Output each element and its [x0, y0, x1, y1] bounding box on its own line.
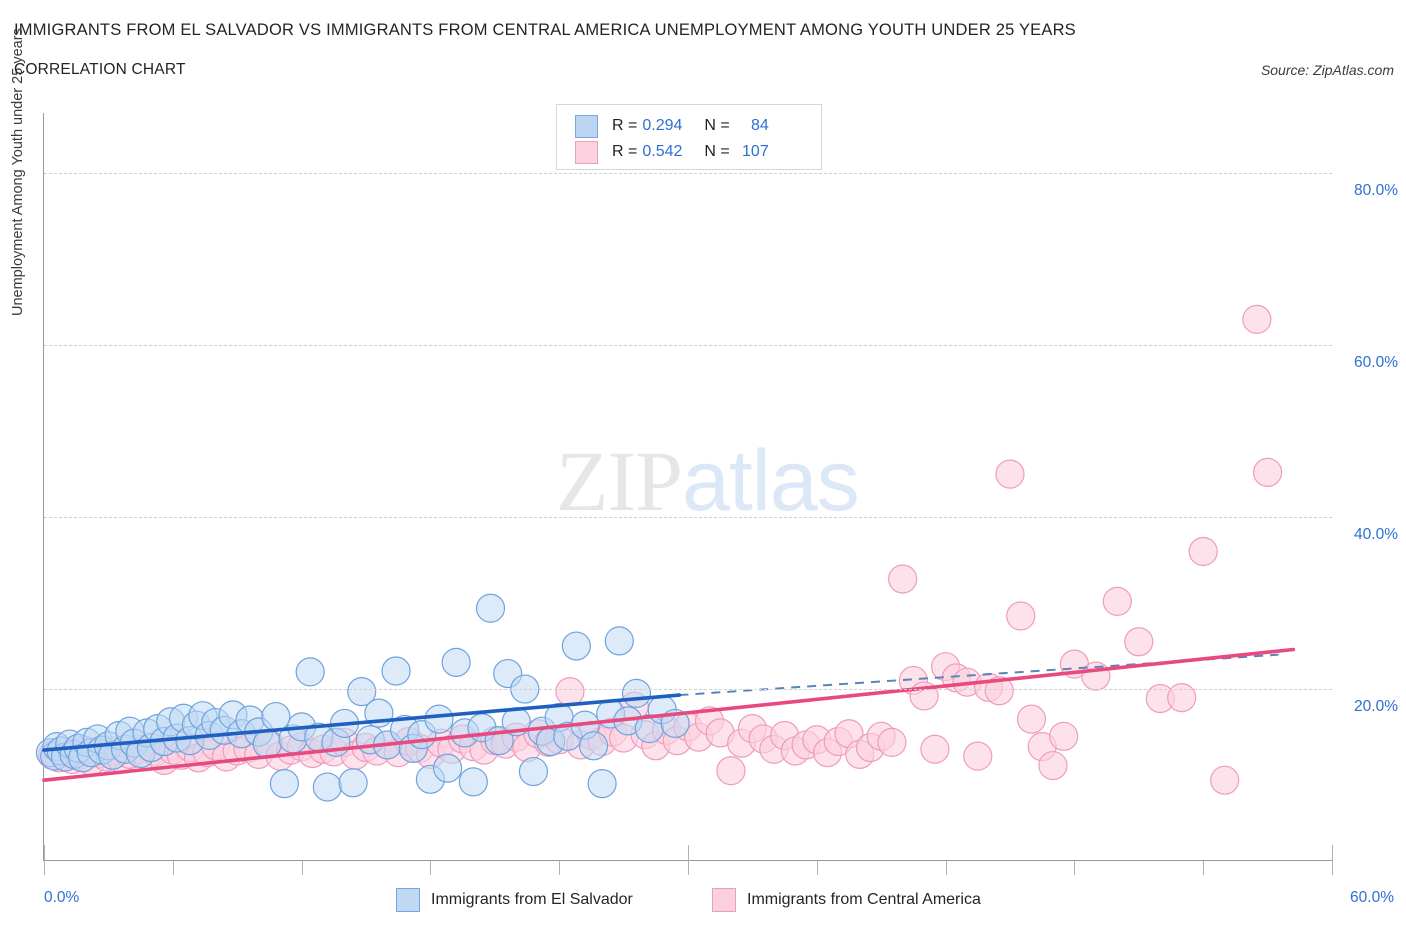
- trend-line-pink: [42, 647, 1296, 782]
- scatter-point-pink: [984, 676, 1014, 706]
- pink-n-value: 107: [742, 143, 769, 160]
- source-label: Source: ZipAtlas.com: [1260, 62, 1394, 78]
- x-tick-mark: [1203, 861, 1205, 875]
- scatter-point-blue: [269, 769, 300, 799]
- correlation-stats-box: R = 0.294 N = 84 R = 0.542 N = 107: [556, 104, 822, 170]
- gridline: [44, 517, 1332, 519]
- blue-r-value: 0.294: [642, 117, 683, 134]
- scatter-point-blue: [252, 729, 282, 759]
- scatter-point-blue: [424, 704, 454, 734]
- scatter-point-blue: [561, 631, 591, 661]
- gridline: [44, 173, 1332, 175]
- scatter-point-pink: [1124, 627, 1154, 657]
- x-tick-mark: [301, 861, 303, 875]
- legend-blue-swatch-icon: [396, 888, 420, 912]
- gridline: [44, 345, 1332, 347]
- scatter-point-blue: [578, 731, 609, 761]
- y-axis-line: [43, 113, 44, 861]
- pink-r-value: 0.542: [642, 143, 683, 160]
- plot-area: ZIPatlas: [35, 113, 1332, 861]
- page-title: IMMIGRANTS FROM EL SALVADOR VS IMMIGRANT…: [14, 21, 1076, 39]
- pink-swatch-icon: [575, 140, 598, 164]
- scatter-point-pink: [1049, 721, 1079, 751]
- scatter-point-pink: [1016, 704, 1047, 734]
- scatter-point-pink: [888, 564, 918, 594]
- scatter-point-pink: [1188, 536, 1218, 567]
- scatter-plot-svg: [35, 304, 1296, 802]
- pink-r-label: R =: [612, 143, 638, 160]
- pink-n-label: N =: [704, 143, 730, 160]
- scatter-point-blue: [441, 647, 471, 677]
- page-subtitle: CORRELATION CHART: [14, 61, 186, 78]
- scatter-point-pink: [1038, 750, 1068, 781]
- blue-r-label: R =: [612, 117, 638, 134]
- blue-swatch-icon: [575, 114, 598, 138]
- scatter-point-blue: [604, 626, 634, 656]
- scatter-point-pink: [1102, 586, 1132, 616]
- x-tick-mark: [430, 861, 432, 875]
- blue-n-label: N =: [704, 117, 730, 134]
- x-tick-mark: [172, 861, 174, 875]
- scatter-point-blue: [475, 593, 506, 623]
- stat-row-blue: R = 0.294 N = 84: [575, 113, 769, 139]
- y-tick-label: 40.0%: [1354, 526, 1398, 544]
- scatter-point-pink: [920, 734, 950, 764]
- legend-item-el-salvador[interactable]: Immigrants from El Salvador: [396, 888, 633, 912]
- y-axis-label: Unemployment Among Youth under 25 years: [10, 28, 26, 316]
- x-tick-mark: [816, 861, 818, 875]
- scatter-point-blue: [621, 678, 652, 708]
- scatter-point-blue: [312, 772, 342, 802]
- scatter-point-blue: [518, 756, 549, 787]
- gridline: [44, 689, 1332, 691]
- y-tick-label: 80.0%: [1354, 182, 1398, 200]
- scatter-point-blue: [347, 677, 377, 707]
- y-tick-label: 20.0%: [1354, 698, 1398, 716]
- x-tick-mark: [44, 845, 45, 875]
- scatter-point-pink: [716, 756, 746, 786]
- scatter-point-pink: [1210, 765, 1240, 795]
- x-tick-mark: [559, 861, 561, 875]
- scatter-point-pink: [1242, 304, 1272, 334]
- scatter-point-blue: [458, 767, 488, 797]
- scatter-point-pink: [1167, 683, 1197, 713]
- scatter-point-blue: [295, 657, 325, 687]
- scatter-point-blue: [432, 753, 463, 783]
- scatter-point-pink: [1006, 601, 1036, 631]
- scatter-point-pink: [877, 727, 907, 757]
- scatter-point-blue: [338, 768, 368, 798]
- legend-item-central-america[interactable]: Immigrants from Central America: [712, 888, 981, 912]
- legend-pink-swatch-icon: [712, 888, 736, 912]
- x-tick-label-min: 0.0%: [44, 889, 80, 906]
- scatter-point-pink: [995, 459, 1025, 489]
- scatter-point-pink: [963, 741, 993, 771]
- stat-row-pink: R = 0.542 N = 107: [575, 139, 769, 165]
- scatter-point-blue: [381, 656, 411, 686]
- trend-line-blue: [42, 693, 682, 752]
- blue-n-value: 84: [750, 117, 769, 134]
- x-tick-label-max: 60.0%: [1350, 889, 1394, 906]
- scatter-point-blue: [587, 769, 617, 799]
- legend-pink-label: Immigrants from Central America: [747, 891, 981, 908]
- x-tick-mark: [1074, 861, 1076, 875]
- scatter-point-pink: [1252, 457, 1283, 487]
- x-tick-mark: [1332, 845, 1333, 875]
- x-tick-mark: [945, 861, 947, 875]
- x-tick-mark: [688, 845, 689, 875]
- scatter-point-pink: [555, 677, 585, 707]
- y-tick-label: 60.0%: [1354, 354, 1398, 372]
- legend-blue-label: Immigrants from El Salvador: [431, 891, 633, 908]
